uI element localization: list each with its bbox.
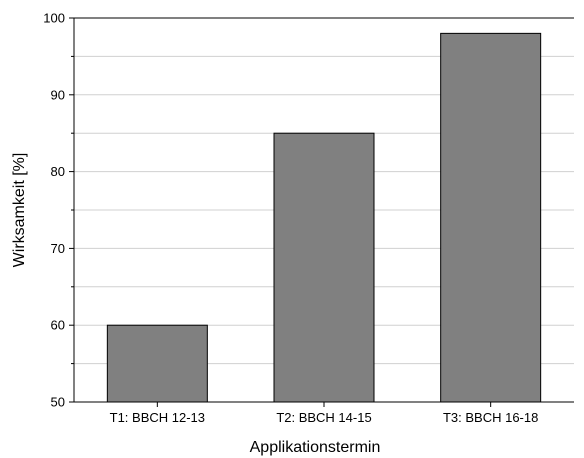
y-ticks: 50 60 70 80 90 100 [43,11,74,410]
y-tick-label: 50 [51,395,65,410]
y-tick-label: 70 [51,241,65,256]
bar-2 [273,132,375,403]
x-tick-label: T1: BBCH 12-13 [110,410,205,425]
bar-3 [440,32,542,403]
y-tick-label: 80 [51,164,65,179]
y-tick-label: 100 [43,11,65,26]
y-tick-label: 90 [51,87,65,102]
bar-1 [106,324,208,403]
y-axis-title: Wirksamkeit [%] [11,153,28,268]
y-tick-label: 60 [51,318,65,333]
x-tick-label: T3: BBCH 16-18 [443,410,538,425]
x-axis-title: Applikationstermin [250,439,381,456]
x-tick-label: T2: BBCH 14-15 [276,410,371,425]
x-tick-labels: T1: BBCH 12-13 T2: BBCH 14-15 T3: BBCH 16-… [110,410,539,425]
bars [106,32,542,403]
